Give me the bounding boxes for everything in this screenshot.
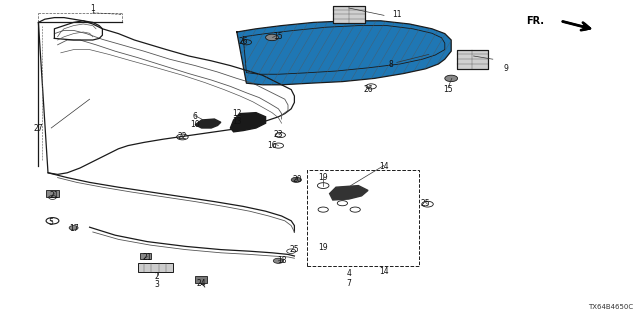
Text: 7: 7 xyxy=(346,279,351,288)
Polygon shape xyxy=(237,21,451,85)
Bar xyxy=(307,170,419,266)
Text: 16: 16 xyxy=(267,141,277,150)
Bar xyxy=(46,190,59,197)
Text: 26: 26 xyxy=(238,37,248,46)
Text: 1: 1 xyxy=(90,4,95,12)
Text: 26: 26 xyxy=(363,85,373,94)
Text: 14: 14 xyxy=(379,162,389,171)
Text: 17: 17 xyxy=(68,224,79,233)
Bar xyxy=(333,6,365,23)
Bar xyxy=(333,6,365,23)
Circle shape xyxy=(291,177,301,182)
Text: 5: 5 xyxy=(49,218,54,227)
Text: TX64B4650C: TX64B4650C xyxy=(588,304,634,310)
Text: 12: 12 xyxy=(232,109,241,118)
Bar xyxy=(140,253,151,259)
Text: 25: 25 xyxy=(420,199,431,208)
Bar xyxy=(457,50,488,69)
Text: 15: 15 xyxy=(443,85,453,94)
Polygon shape xyxy=(330,186,368,200)
Text: 21: 21 xyxy=(50,191,59,200)
Text: 10: 10 xyxy=(190,120,200,129)
Text: 19: 19 xyxy=(318,244,328,252)
Text: 23: 23 xyxy=(273,130,284,139)
Text: 25: 25 xyxy=(289,245,300,254)
Circle shape xyxy=(266,34,278,41)
Text: 18: 18 xyxy=(277,256,286,265)
Text: 19: 19 xyxy=(318,173,328,182)
Bar xyxy=(457,50,488,69)
Text: 14: 14 xyxy=(379,268,389,276)
Bar xyxy=(195,276,207,283)
Circle shape xyxy=(69,226,78,230)
Text: FR.: FR. xyxy=(526,16,544,26)
Polygon shape xyxy=(230,113,266,132)
Circle shape xyxy=(273,258,284,263)
Text: 20: 20 xyxy=(292,175,303,184)
Text: 22: 22 xyxy=(178,132,187,140)
Text: 8: 8 xyxy=(388,60,393,68)
Text: 21: 21 xyxy=(143,253,152,262)
Text: 3: 3 xyxy=(154,280,159,289)
Polygon shape xyxy=(237,21,451,85)
Text: 13: 13 xyxy=(232,117,242,126)
Text: 6: 6 xyxy=(193,112,198,121)
Text: 2: 2 xyxy=(154,272,159,281)
Text: 9: 9 xyxy=(503,64,508,73)
Polygon shape xyxy=(195,119,221,128)
Text: 11: 11 xyxy=(392,10,401,19)
Bar xyxy=(138,263,173,272)
Text: 27: 27 xyxy=(33,124,44,132)
Text: 15: 15 xyxy=(273,32,284,41)
Text: 4: 4 xyxy=(346,269,351,278)
Circle shape xyxy=(445,75,458,82)
Text: 24: 24 xyxy=(196,279,207,288)
